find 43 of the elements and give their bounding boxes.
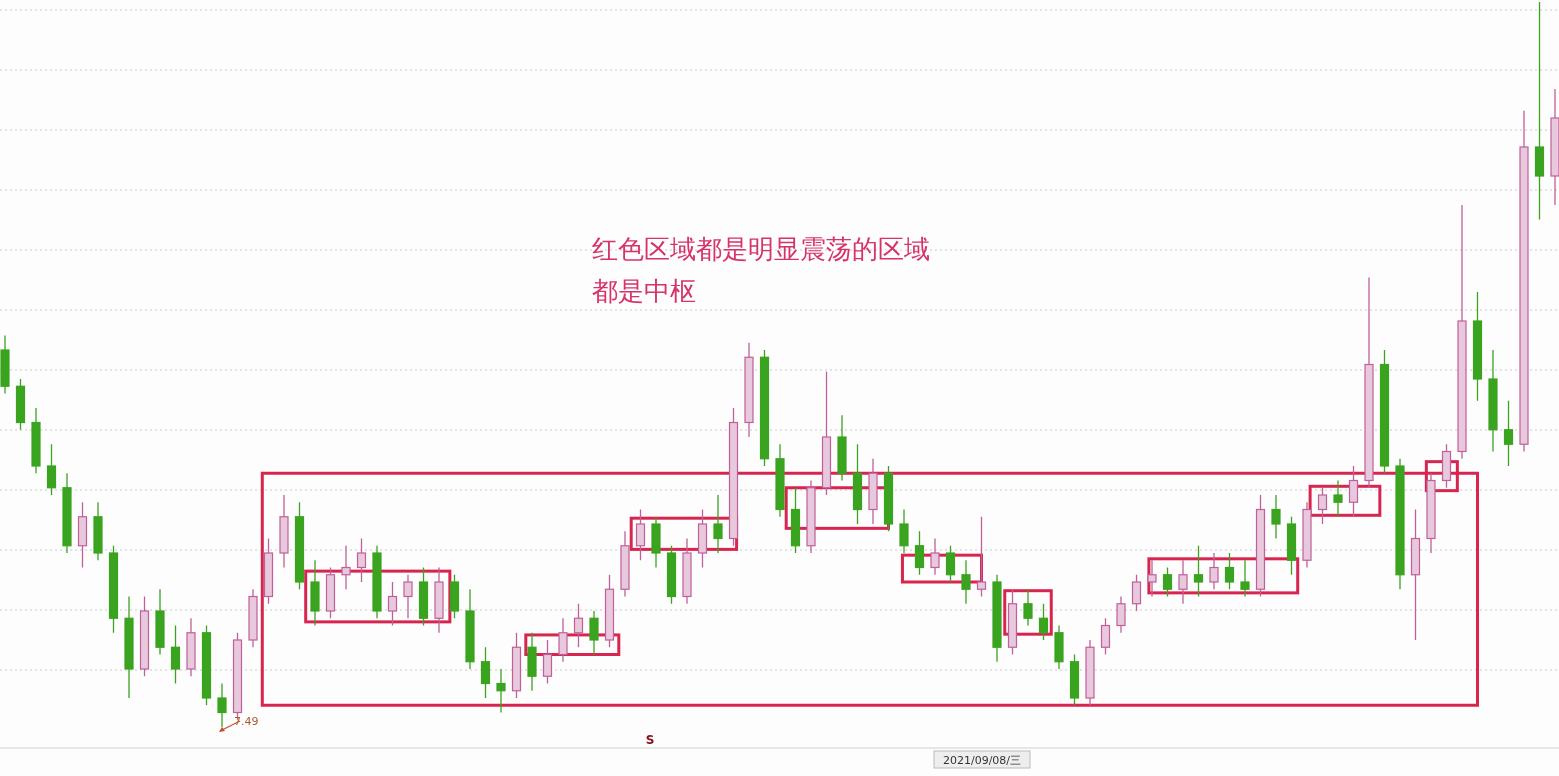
candlestick [403,574,413,619]
candlestick [976,516,987,598]
text: 2021/09/08/三 [942,754,1022,767]
candlestick [558,617,568,663]
candlestick [1147,559,1157,598]
candlestick [1503,400,1514,467]
candlestick [480,646,491,699]
candlestick [713,494,723,554]
candlestick [1178,559,1188,605]
annotation: 7.49 [234,715,259,728]
candlestick [1271,494,1281,540]
candlestick [1100,617,1111,656]
candlestick [1317,487,1328,525]
candlestick [1224,552,1235,590]
annotation: 红色区域都是明显震荡的区域 [592,234,930,264]
candlestick [341,545,351,590]
candlestick [356,537,367,583]
candlestick [46,443,57,496]
candlestick [1023,588,1033,627]
text: S [645,733,655,747]
candlestick [961,559,971,605]
candlestick [542,639,553,685]
candlestick [914,530,925,576]
candlestick [170,624,181,685]
candlestick [635,508,646,561]
candlestick [1116,595,1126,634]
candlestick [1038,603,1049,641]
annotation: 都是中枢 [592,276,696,306]
candlestick [1209,552,1219,590]
candlestick [899,508,909,554]
candlestick [573,603,584,648]
candlestick [1193,545,1204,598]
candlestick [1131,574,1142,612]
candlestick [589,610,599,656]
candlestick [496,668,506,714]
candlestick [387,581,398,627]
candlestick [1240,559,1250,598]
candlestick [1333,479,1343,518]
candlestick [930,537,940,576]
candlestick [1162,566,1173,598]
candlestick [945,545,956,583]
candlestick [217,682,227,728]
candlestick [1348,465,1359,518]
